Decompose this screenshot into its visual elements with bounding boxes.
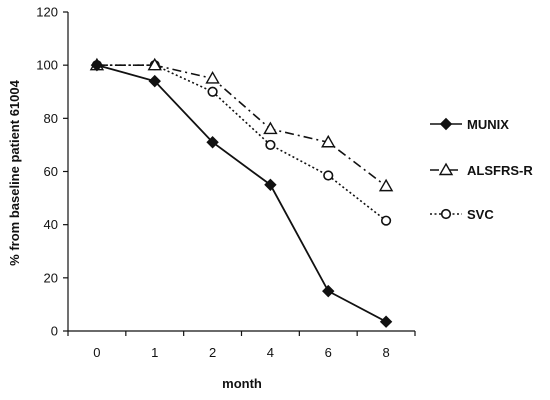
series-line	[96, 64, 387, 187]
series-munix	[90, 58, 393, 328]
x-tick-label: 4	[267, 345, 274, 360]
series-layer	[89, 57, 394, 328]
data-point	[322, 284, 335, 298]
legend-item: MUNIX	[430, 117, 509, 132]
legend-label: MUNIX	[467, 117, 509, 132]
axes	[67, 12, 415, 332]
legend-item: ALSFRS-R	[430, 162, 533, 178]
data-point	[264, 178, 277, 191]
x-tick-label: 1	[151, 345, 158, 360]
y-tick-label: 20	[44, 270, 58, 285]
data-point	[147, 57, 162, 71]
y-tick-label: 60	[44, 164, 58, 179]
data-point	[380, 215, 392, 226]
data-point	[321, 134, 336, 148]
data-point	[265, 139, 276, 151]
series-alsfrs-r	[89, 57, 394, 192]
legend-marker	[439, 117, 453, 131]
x-tick-label: 0	[93, 345, 100, 360]
x-axis-title: month	[222, 376, 262, 391]
series-line	[96, 64, 387, 323]
data-point	[148, 74, 161, 88]
y-ticks: 0 20 40 60 80 100 120	[36, 5, 68, 339]
data-point	[379, 315, 393, 328]
x-tick-label: 6	[325, 345, 332, 360]
legend-label: ALSFRS-R	[467, 163, 533, 178]
y-tick-label: 40	[44, 217, 58, 232]
data-point	[378, 178, 394, 192]
y-tick-label: 80	[44, 111, 58, 126]
x-ticks: 0 1 2 4 6 8	[67, 331, 416, 360]
legend-item: SVC	[430, 207, 494, 222]
legend-marker	[440, 208, 452, 220]
data-point	[90, 58, 104, 72]
data-point	[207, 86, 218, 97]
legend-marker	[438, 162, 454, 176]
data-point	[205, 71, 220, 84]
x-tick-label: 2	[209, 345, 216, 360]
data-point	[206, 136, 219, 149]
y-tick-label: 120	[36, 5, 58, 20]
y-tick-label: 0	[51, 324, 58, 339]
legend: MUNIX ALSFRS-R SVC	[430, 117, 533, 222]
series-svc	[91, 60, 392, 226]
data-point	[323, 170, 334, 181]
x-tick-label: 8	[382, 345, 389, 360]
series-line	[96, 64, 387, 222]
data-point	[263, 121, 278, 135]
y-axis-title: % from baseline patient 61004	[7, 79, 22, 265]
y-tick-label: 100	[36, 58, 58, 73]
legend-label: SVC	[467, 207, 494, 222]
